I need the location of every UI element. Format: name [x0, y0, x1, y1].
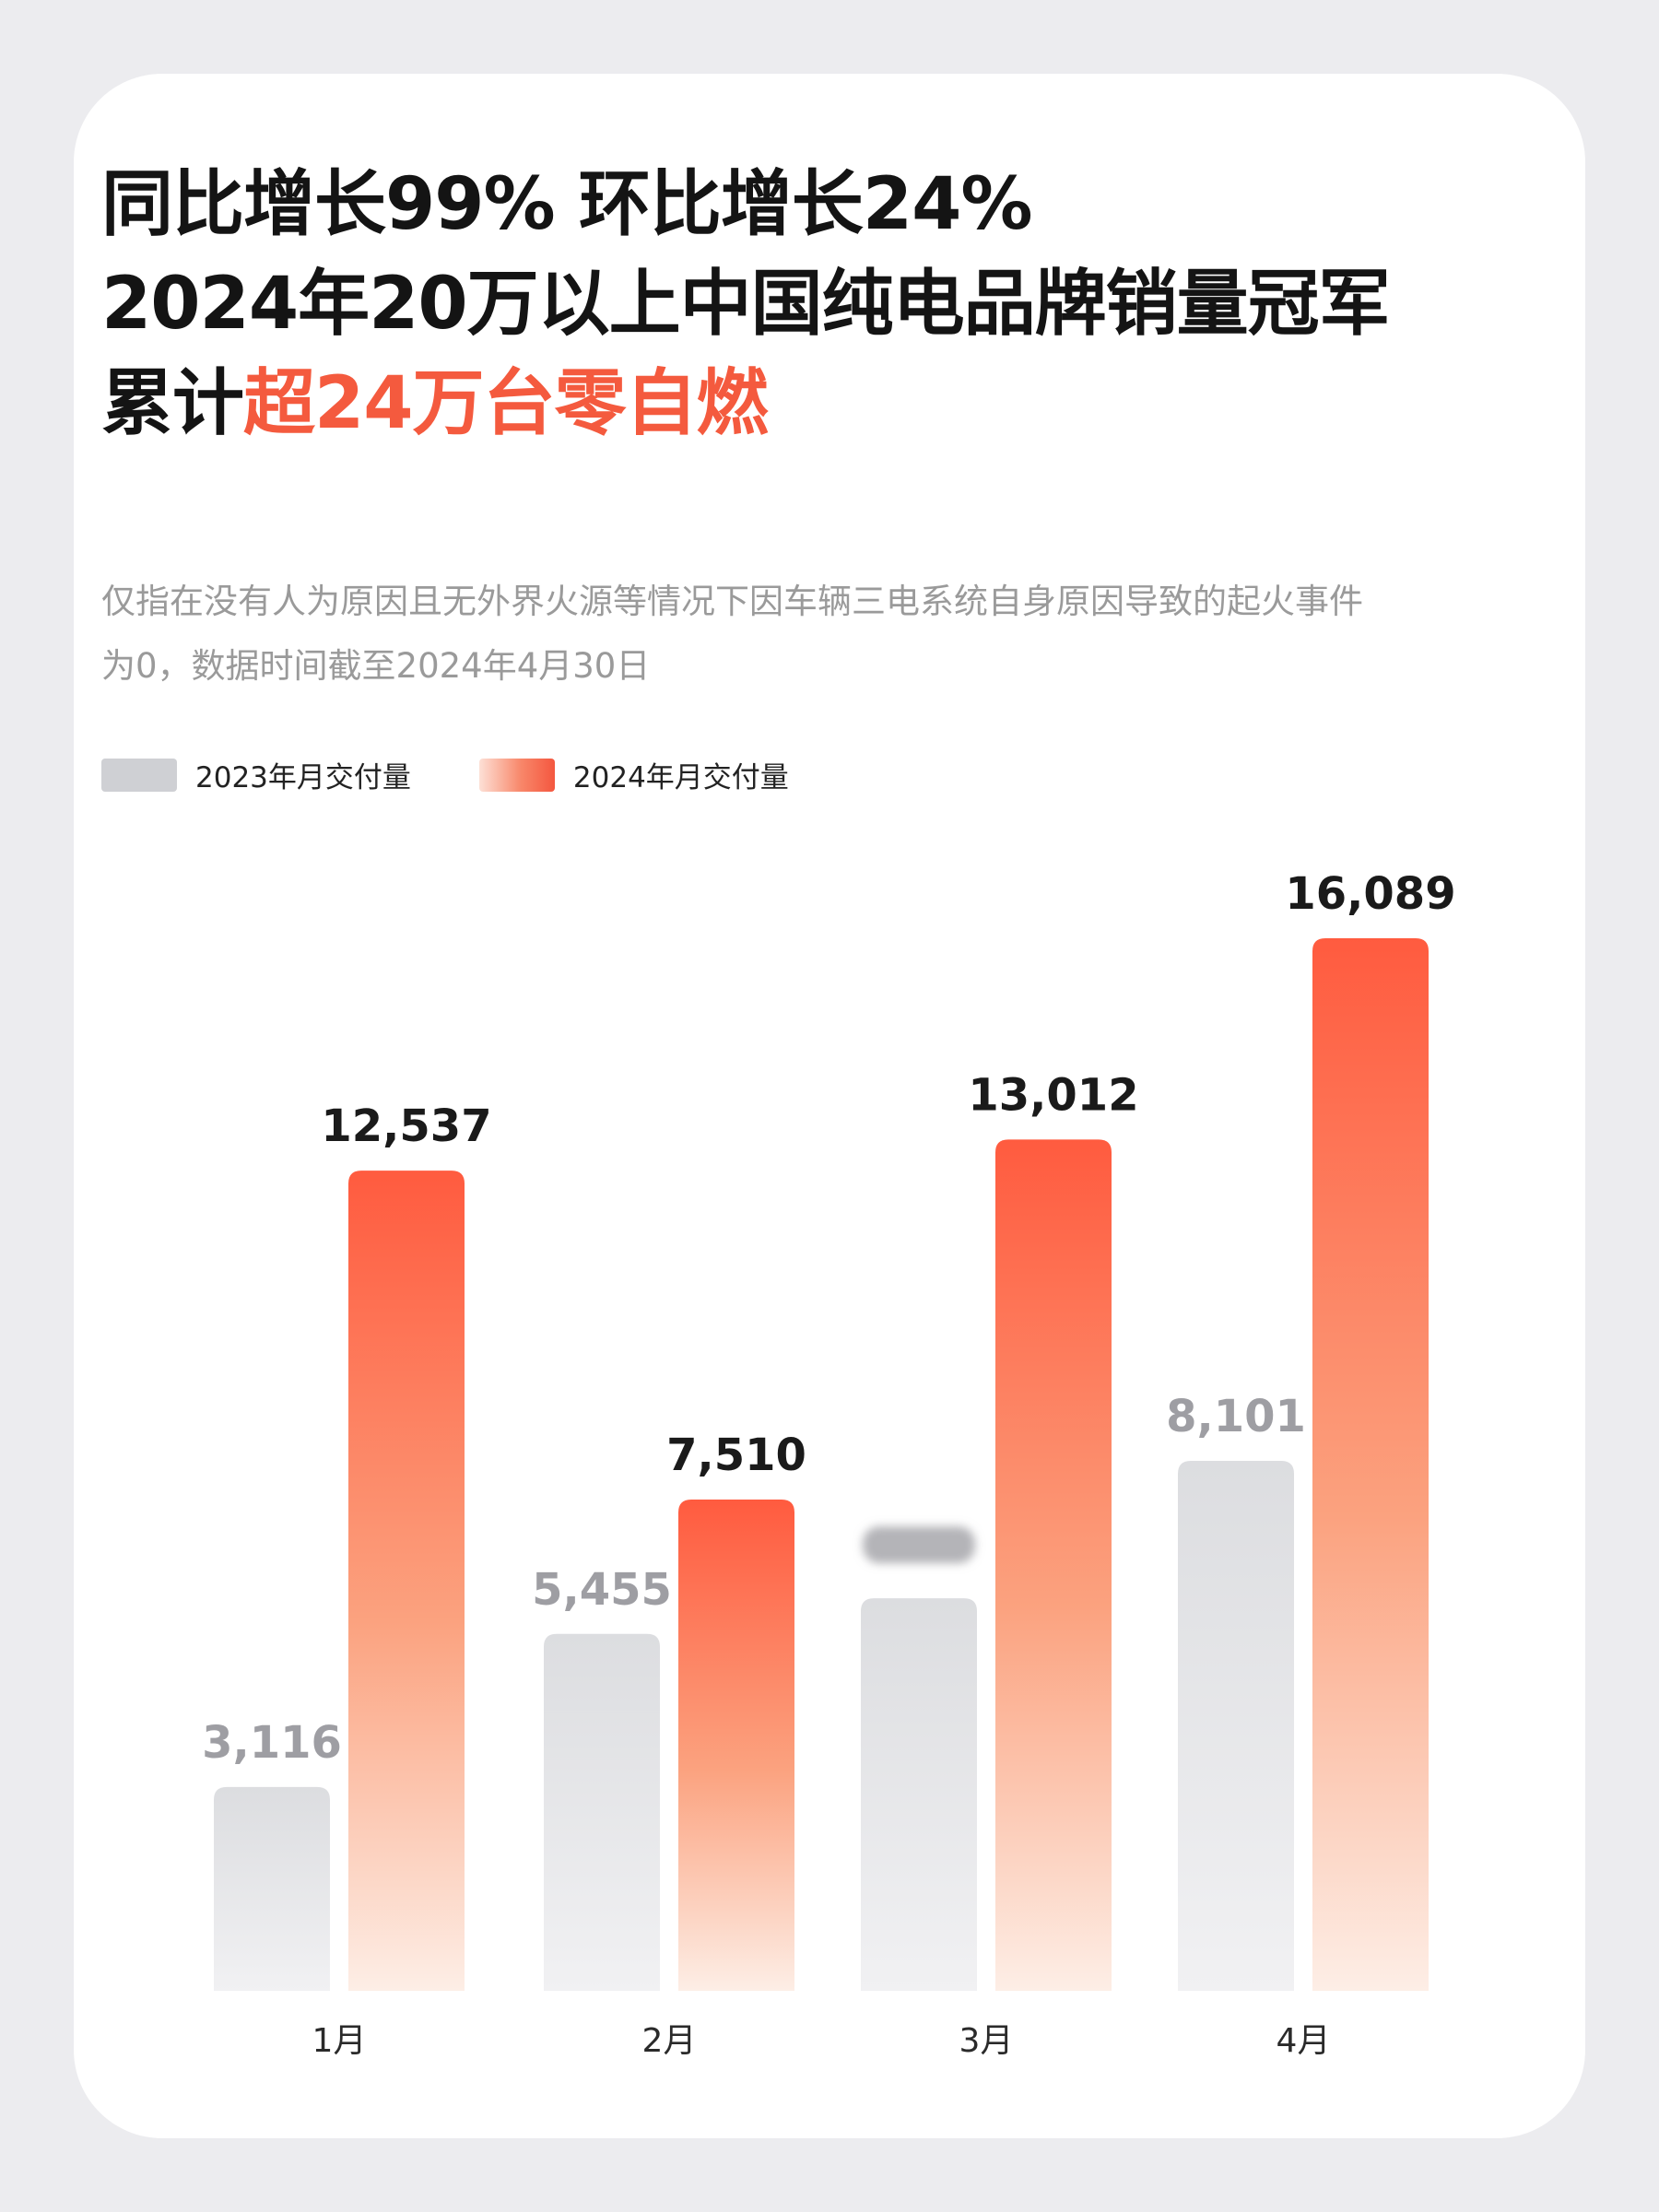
legend-swatch-2023 — [101, 758, 177, 792]
legend-swatch-2024 — [478, 758, 555, 792]
bar-2024-1 — [348, 1171, 465, 1991]
headline-line-1: 同比增长99% 环比增长24% — [101, 163, 1033, 246]
footnote-line-1: 仅指在没有人为原因且无外界火源等情况下因车辆三电系统自身原因导致的起火事件 — [101, 582, 1363, 621]
obscured-label-2023-3 — [863, 1526, 975, 1564]
legend-label-2024: 2024年月交付量 — [572, 761, 789, 794]
data-label-2024-3: 13,012 — [968, 1069, 1138, 1121]
headline-line-2: 2024年20万以上中国纯电品牌销量冠军 — [101, 263, 1391, 346]
headline: 同比增长99% 环比增长24% 2024年20万以上中国纯电品牌销量冠军 累计超… — [101, 155, 1447, 453]
data-label-2024-2: 7,510 — [666, 1430, 806, 1481]
bar-2023-1 — [214, 1786, 330, 1991]
bar-2023-4 — [1178, 1460, 1294, 1991]
x-tick-label-1: 1月 — [312, 2022, 367, 2060]
data-label-2024-1: 12,537 — [321, 1100, 491, 1152]
legend-label-2023: 2023年月交付量 — [195, 761, 411, 794]
bar-2024-2 — [678, 1499, 794, 1991]
legend-item-2023: 2023年月交付量 — [101, 754, 411, 795]
chart-bars: 3,116 12,537 1月 5,455 7,510 2月 13,012 3月 8,101 16… — [202, 868, 1456, 2060]
bar-2023-2 — [544, 1633, 660, 1991]
footnote-line-2: 为0，数据时间截至2024年4月30日 — [101, 646, 651, 686]
x-tick-label-4: 4月 — [1277, 2022, 1331, 2060]
legend-item-2024: 2024年月交付量 — [478, 754, 789, 795]
headline-line-3-prefix: 累计 — [101, 362, 244, 445]
headline-highlight: 超24万台零自燃 — [243, 362, 769, 445]
bar-2024-4 — [1312, 938, 1429, 1991]
chart-legend: 2023年月交付量 2024年月交付量 — [101, 754, 857, 795]
x-tick-label-3: 3月 — [959, 2022, 1014, 2060]
data-label-2023-2: 5,455 — [532, 1564, 672, 1616]
headline-line-3: 累计超24万台零自燃 — [101, 354, 1447, 453]
bar-2023-3 — [861, 1598, 977, 1991]
data-label-2023-1: 3,116 — [202, 1717, 342, 1769]
data-label-2023-4: 8,101 — [1166, 1391, 1306, 1442]
bar-2024-3 — [995, 1139, 1112, 1991]
data-label-2024-4: 16,089 — [1285, 868, 1455, 920]
x-tick-label-2: 2月 — [642, 2022, 697, 2060]
footnote: 仅指在没有人为原因且无外界火源等情况下因车辆三电系统自身原因导致的起火事件 为0… — [101, 570, 1447, 699]
